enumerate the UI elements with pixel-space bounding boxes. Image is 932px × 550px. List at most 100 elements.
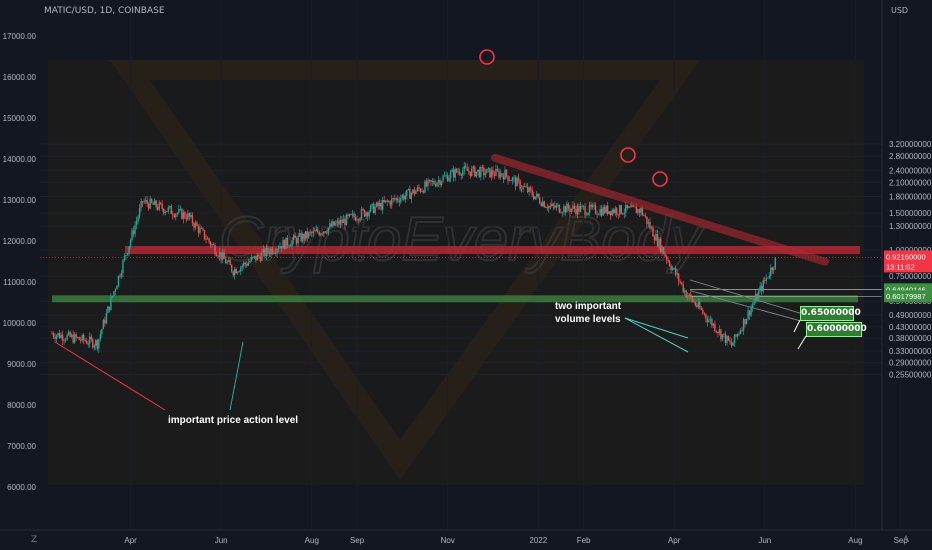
candle-body — [169, 206, 171, 208]
candle-body — [372, 203, 375, 214]
candle-body — [576, 205, 579, 215]
candle-body — [215, 254, 218, 257]
candle-body — [64, 339, 67, 341]
candle-body — [75, 334, 77, 338]
descending-trendline[interactable] — [491, 153, 829, 266]
candle-body — [682, 283, 684, 292]
candle-body — [449, 171, 452, 178]
candle-body — [688, 293, 690, 297]
candle-body — [679, 281, 681, 283]
candle-body — [732, 343, 734, 346]
candle-body — [249, 261, 251, 263]
support-band[interactable] — [52, 295, 858, 303]
candle-body — [581, 205, 583, 207]
candle-body — [327, 227, 330, 233]
candle-body — [499, 173, 502, 178]
candle-body — [549, 205, 551, 207]
candle-body — [474, 166, 476, 177]
candle-body — [197, 225, 200, 233]
level-box-low[interactable]: 0.60000000 — [806, 322, 867, 337]
candle-body — [345, 214, 348, 226]
candle-body — [176, 212, 179, 215]
candle-body — [338, 220, 340, 225]
channel-line — [689, 279, 801, 314]
resistance-band[interactable] — [125, 246, 860, 254]
candle-body — [52, 333, 55, 337]
channel-line — [689, 290, 801, 322]
candle-body — [585, 214, 588, 216]
candle-body — [320, 233, 322, 236]
candle-body — [483, 167, 485, 176]
candle-body — [238, 271, 240, 273]
auto-scale-button[interactable]: A — [903, 535, 910, 545]
candle-body — [478, 169, 481, 178]
candle-body — [339, 219, 342, 225]
candle-body — [705, 314, 707, 319]
candle-body — [146, 199, 148, 204]
candle-body — [629, 206, 632, 208]
left-axis-tick: 11000.00 — [3, 278, 36, 287]
candle-body — [668, 261, 671, 266]
box-pointer — [793, 319, 801, 333]
price-tag — [884, 290, 932, 303]
candle-body — [152, 202, 154, 205]
x-axis-tick: Sep — [894, 536, 909, 545]
candle-body — [357, 219, 360, 221]
candle-body — [424, 181, 426, 193]
timezone-logo[interactable]: Z — [31, 535, 38, 545]
peak-marker — [479, 49, 495, 65]
candle-body — [89, 336, 91, 344]
candle-body — [579, 206, 582, 212]
candle-body — [558, 204, 561, 213]
candle-body — [673, 268, 675, 269]
candle-body — [389, 201, 391, 206]
candle-body — [58, 333, 61, 338]
left-axis-tick: 14000.00 — [3, 155, 37, 164]
right-axis-tick: 2.40000000 — [889, 166, 932, 175]
candle-body — [270, 248, 272, 255]
candle-body — [292, 235, 295, 241]
left-axis-tick: 12000.00 — [3, 237, 37, 246]
candle-body — [335, 222, 337, 226]
candle-body — [659, 238, 662, 252]
candle-body — [552, 203, 555, 206]
candle-body — [381, 199, 384, 210]
candle-body — [767, 277, 769, 279]
candle-body — [288, 245, 290, 247]
x-axis-tick: Jun — [215, 536, 228, 545]
candle-body — [116, 285, 118, 290]
candle-body — [493, 174, 496, 176]
candle-body — [125, 255, 127, 256]
candle-body — [665, 255, 668, 260]
candle-body — [597, 214, 600, 216]
candle-body — [468, 170, 470, 172]
candle-body — [227, 260, 230, 262]
candle-body — [61, 334, 64, 341]
candle-body — [110, 297, 112, 311]
candle-body — [765, 277, 767, 281]
candle-body — [741, 330, 743, 331]
candle-body — [729, 340, 731, 342]
candle-body — [421, 190, 423, 192]
candle-body — [321, 233, 323, 235]
candle-body — [702, 309, 704, 314]
candle-body — [529, 187, 532, 191]
last-price-tag — [884, 250, 932, 273]
candle-body — [366, 212, 369, 217]
candle-body — [329, 223, 331, 228]
candle-body — [466, 167, 468, 171]
candle-body — [99, 334, 102, 339]
level-box-high[interactable]: 0.65000000 — [800, 306, 861, 321]
candle-body — [542, 201, 544, 206]
candle-body — [132, 230, 135, 235]
candle-body — [298, 233, 301, 236]
candle-body — [610, 211, 612, 216]
candle-body — [706, 318, 709, 323]
candle-body — [413, 189, 416, 194]
candle-body — [158, 202, 160, 210]
left-axis-tick: 7000.00 — [7, 442, 36, 451]
candle-body — [677, 273, 680, 282]
candle-body — [150, 198, 153, 203]
candle-body — [350, 214, 352, 215]
